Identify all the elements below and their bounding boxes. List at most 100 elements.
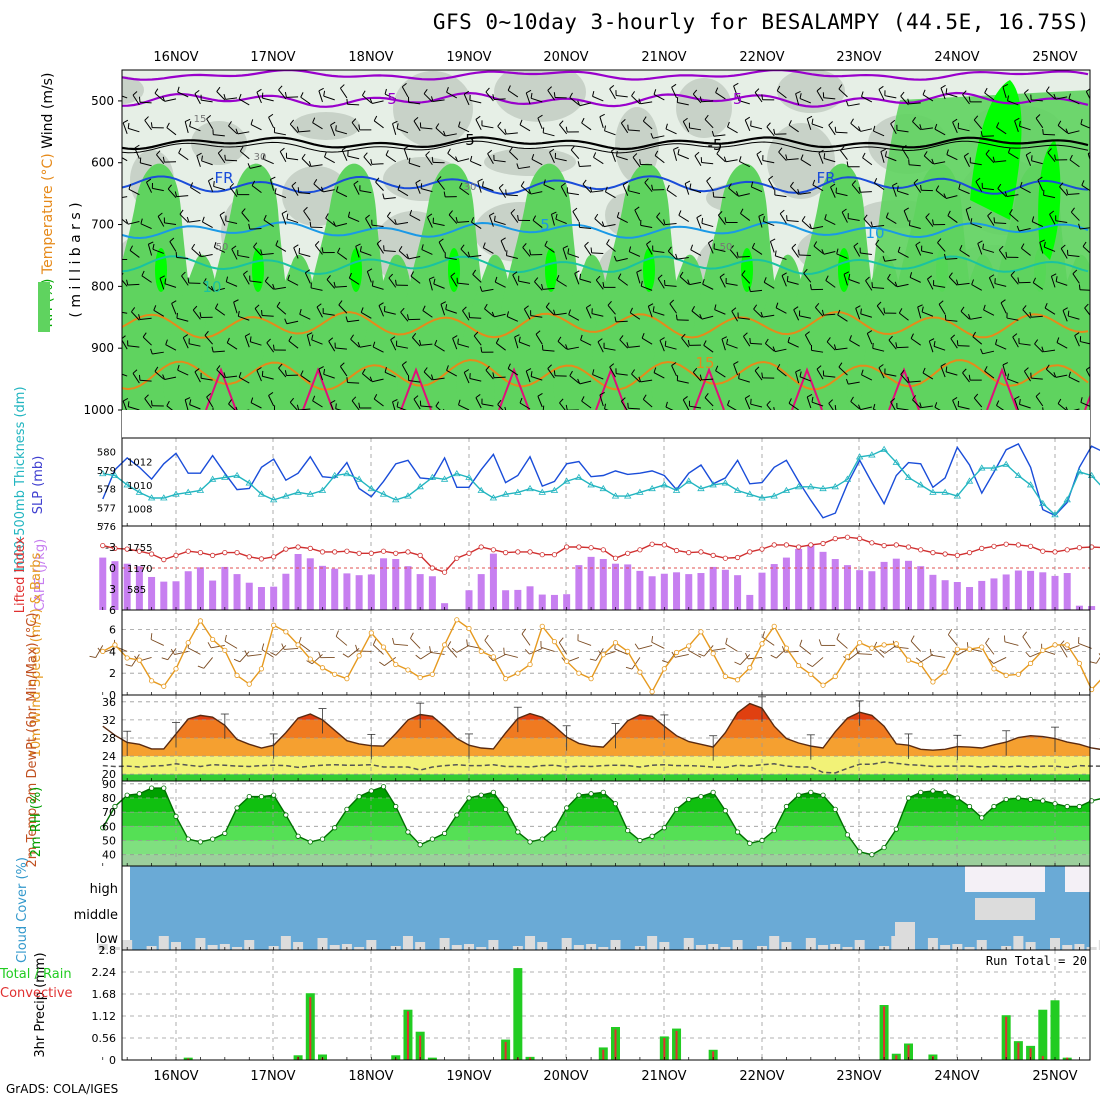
- wind-barb: [896, 185, 909, 196]
- wind-barb: [211, 346, 225, 353]
- wind-barb: [1035, 392, 1044, 407]
- wind-tick-label: 2: [109, 667, 116, 680]
- rh-line-point: [796, 792, 802, 798]
- wind-barb: [638, 98, 653, 105]
- wind-barb: [447, 148, 458, 162]
- wind-barb: [256, 367, 262, 382]
- precip-total-bar: [513, 968, 523, 1060]
- wind-barb: [504, 406, 507, 410]
- lifted-index-line-point: [820, 540, 826, 547]
- lifted-index-line-point: [454, 555, 460, 561]
- thickness-line-point: [1039, 499, 1047, 506]
- surface-wind-barb: [281, 643, 299, 650]
- wind-barb: [775, 302, 787, 314]
- wind-barb: [838, 84, 848, 98]
- contour-label: 5: [540, 216, 550, 234]
- wind-barb: [704, 393, 714, 407]
- lifted-index-line-point: [197, 549, 204, 556]
- wind-barb: [922, 89, 934, 102]
- wind-barb: [475, 394, 482, 409]
- wind-barb: [798, 310, 811, 319]
- wind-barb: [883, 307, 897, 314]
- wind-barb: [950, 334, 958, 349]
- wind-barb: [925, 213, 934, 227]
- wind-speed-line-point: [515, 670, 521, 676]
- wind-barb: [821, 309, 836, 316]
- wind-barb: [517, 214, 531, 222]
- wind-barb: [1049, 210, 1056, 225]
- cape-bar: [953, 582, 961, 610]
- rh-line-point: [1052, 801, 1058, 807]
- low-cloud-bar: [158, 936, 169, 950]
- wind-barb: [1053, 372, 1068, 378]
- wind-barb: [93, 368, 104, 380]
- wind-barb: [728, 183, 738, 197]
- wind-barb: [1044, 302, 1056, 315]
- wind-barb: [166, 122, 177, 136]
- surface-wind-barb: [1022, 631, 1031, 649]
- thickness-line-point: [392, 496, 400, 503]
- wind-barb: [627, 124, 640, 132]
- wind-barb: [694, 151, 702, 166]
- wind-tick-label: 4: [109, 645, 116, 658]
- wind-barb: [962, 368, 970, 383]
- wind-barb: [131, 307, 140, 321]
- wind-barb: [553, 92, 567, 99]
- thickness-line-point: [111, 471, 119, 478]
- wind-barb: [1023, 367, 1032, 382]
- wind-barb: [754, 88, 763, 103]
- wind-barb: [299, 309, 311, 320]
- rh-line-point: [918, 789, 924, 795]
- wind-barb: [626, 342, 640, 348]
- low-cloud-bar: [940, 945, 951, 950]
- wind-barb: [467, 251, 482, 258]
- cape-bar: [1051, 575, 1059, 610]
- thickness-line-point: [587, 481, 595, 488]
- precip-convective-bar: [895, 1055, 898, 1060]
- wind-barb: [858, 404, 872, 410]
- bottom-day-label: 19NOV: [446, 1069, 491, 1084]
- low-cloud-bar: [195, 938, 206, 950]
- wind-barb: [457, 338, 470, 348]
- wind-barb: [585, 304, 592, 319]
- wind-barb: [242, 270, 250, 285]
- wind-barb: [611, 147, 617, 162]
- wind-barb: [762, 215, 775, 227]
- wind-speed-line-point: [271, 622, 277, 628]
- surface-wind-barb: [355, 644, 372, 652]
- wind-barb: [531, 153, 543, 166]
- wind-barb: [237, 310, 250, 321]
- lifted-index-line-point: [625, 550, 631, 556]
- surface-wind-barb: [651, 635, 665, 649]
- wind-barb: [337, 247, 348, 260]
- surface-wind-barb: [1004, 635, 1019, 646]
- credit-label: GrADS: COLA/IGES: [6, 1082, 119, 1096]
- slp-tick-label: 1012: [127, 457, 152, 468]
- low-cloud-bar: [488, 940, 499, 950]
- rh-line-point: [246, 793, 252, 800]
- wind-barb: [1022, 305, 1031, 319]
- precip-convective-bar: [602, 1049, 605, 1060]
- wind-barb: [799, 371, 812, 382]
- cape-tick-label: 1170: [127, 564, 152, 575]
- surface-wind-barb: [915, 654, 934, 663]
- thickness-line-point: [538, 488, 546, 495]
- wind-speed-line-point: [918, 661, 924, 668]
- wind-barb: [1017, 277, 1031, 284]
- thickness-line-point: [196, 486, 205, 493]
- wind-speed-line-point: [417, 674, 423, 681]
- bottom-day-label: 20NOV: [543, 1069, 588, 1084]
- lifted-index-line-point: [515, 549, 521, 555]
- wind-barb: [1055, 276, 1068, 286]
- rh-line-point: [698, 793, 704, 800]
- isotherm-30-peak: [693, 367, 725, 410]
- wind-barb: [602, 281, 616, 288]
- isotherm-30-peak: [791, 367, 823, 410]
- wind-barb: [334, 342, 347, 350]
- precip-3hr-frame: [121, 949, 1091, 1061]
- cape-bar: [758, 572, 766, 610]
- wind-barb: [1009, 209, 1019, 222]
- wind-barb: [825, 275, 836, 288]
- lifted-index-line-point: [136, 548, 142, 554]
- cape-bar: [1088, 606, 1096, 610]
